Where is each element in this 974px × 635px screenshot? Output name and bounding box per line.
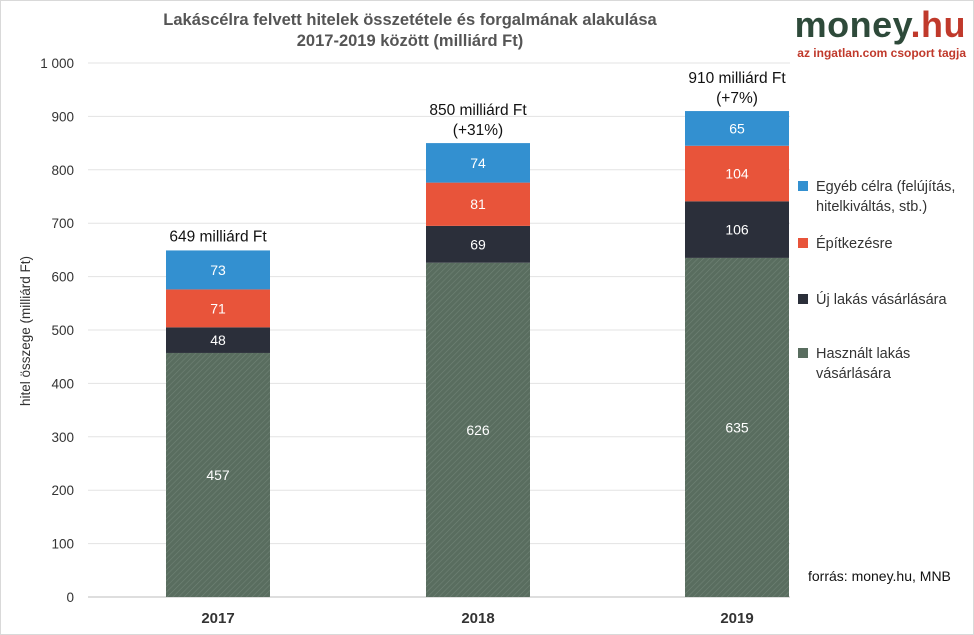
y-tick-label: 400 (51, 376, 74, 391)
y-axis-label: hitel összege (milliárd Ft) (18, 256, 33, 406)
logo-wordmark: money.hu (770, 6, 966, 44)
logo-tagline: az ingatlan.com csoport tagja (797, 46, 966, 60)
bar-segment (685, 257, 789, 597)
bar-value-label: 457 (206, 467, 230, 483)
legend-label: Új lakás vásárlására (816, 292, 947, 308)
y-tick-label: 1 000 (40, 56, 74, 71)
legend-swatch (798, 294, 808, 304)
bar-value-label: 104 (725, 166, 749, 182)
legend-item: Használt lakás vásárlására (798, 344, 974, 384)
legend-label: Építkezésre (816, 236, 893, 252)
y-tick-label: 900 (51, 109, 74, 124)
bar-segment (426, 225, 530, 263)
legend-swatch (798, 348, 808, 358)
source-note: forrás: money.hu, MNB (808, 568, 951, 584)
legend-item: Új lakás vásárlására (798, 290, 974, 310)
bar-value-label: 626 (466, 422, 490, 438)
bar-value-label: 74 (470, 155, 486, 171)
y-tick-label: 800 (51, 163, 74, 178)
y-tick-label: 300 (51, 430, 74, 445)
bar-segment (166, 327, 270, 353)
bar-value-label: 48 (210, 332, 226, 348)
bars: 457 48 71 73 626 69 81 74 635 106 104 65 (166, 111, 789, 597)
bar-segment (685, 201, 789, 258)
total-change-label: (+7%) (716, 90, 758, 107)
legend-item: Egyéb célra (felújítás, hitelkiváltás, s… (798, 177, 974, 217)
y-tick-label: 200 (51, 483, 74, 498)
total-annotations: 649 milliárd Ft 850 milliárd Ft (+31%) 910 … (169, 70, 786, 245)
y-tick-label: 600 (51, 270, 74, 285)
bar-segment (166, 250, 270, 290)
total-change-label: (+31%) (453, 122, 503, 139)
chart-title-line-1: Lakáscélra felvett hitelek összetétele é… (163, 11, 657, 29)
bar-value-label: 106 (725, 222, 749, 238)
legend-swatch (798, 181, 808, 191)
legend-item: Építkezésre (798, 234, 974, 254)
bar-segment (166, 352, 270, 597)
y-tick-label: 500 (51, 323, 74, 338)
bar-value-label: 73 (210, 262, 226, 278)
total-label: 649 milliárd Ft (169, 228, 267, 245)
legend-label: Egyéb célra (felújítás, hitelkiváltás, s… (816, 179, 956, 215)
bar-value-label: 635 (725, 419, 749, 435)
bar-segment (685, 111, 789, 146)
y-tick-label: 100 (51, 537, 74, 552)
x-axis-ticks: 2017 2018 2019 (201, 610, 753, 627)
bar-value-label: 65 (729, 120, 745, 136)
bar-segment (426, 262, 530, 597)
y-axis-ticks: 0 100 200 300 400 500 600 700 800 900 1 000 (40, 56, 74, 605)
total-label: 910 milliárd Ft (688, 70, 786, 87)
legend-label: Használt lakás vásárlására (816, 346, 911, 382)
logo-wordmark-money: money (794, 4, 911, 45)
bar-segment (685, 145, 789, 202)
x-tick-label: 2019 (720, 610, 753, 627)
chart-title-line-2: 2017-2019 között (milliárd Ft) (296, 32, 524, 50)
bar-segment (426, 143, 530, 183)
y-tick-label: 700 (51, 216, 74, 231)
bar-value-label: 69 (470, 236, 486, 252)
x-tick-label: 2018 (461, 610, 494, 627)
y-tick-label: 0 (66, 590, 74, 605)
bar-value-label: 71 (210, 300, 226, 316)
bar-value-label: 81 (470, 196, 486, 212)
bar-segment (426, 182, 530, 226)
bar-segment (166, 289, 270, 328)
x-tick-label: 2017 (201, 610, 234, 627)
money-hu-logo: money.hu az ingatlan.com csoport tagja (770, 6, 966, 61)
total-label: 850 milliárd Ft (429, 102, 527, 119)
logo-wordmark-hu: .hu (910, 4, 966, 45)
legend-swatch (798, 238, 808, 248)
chart-title: Lakáscélra felvett hitelek összetétele é… (150, 10, 670, 52)
